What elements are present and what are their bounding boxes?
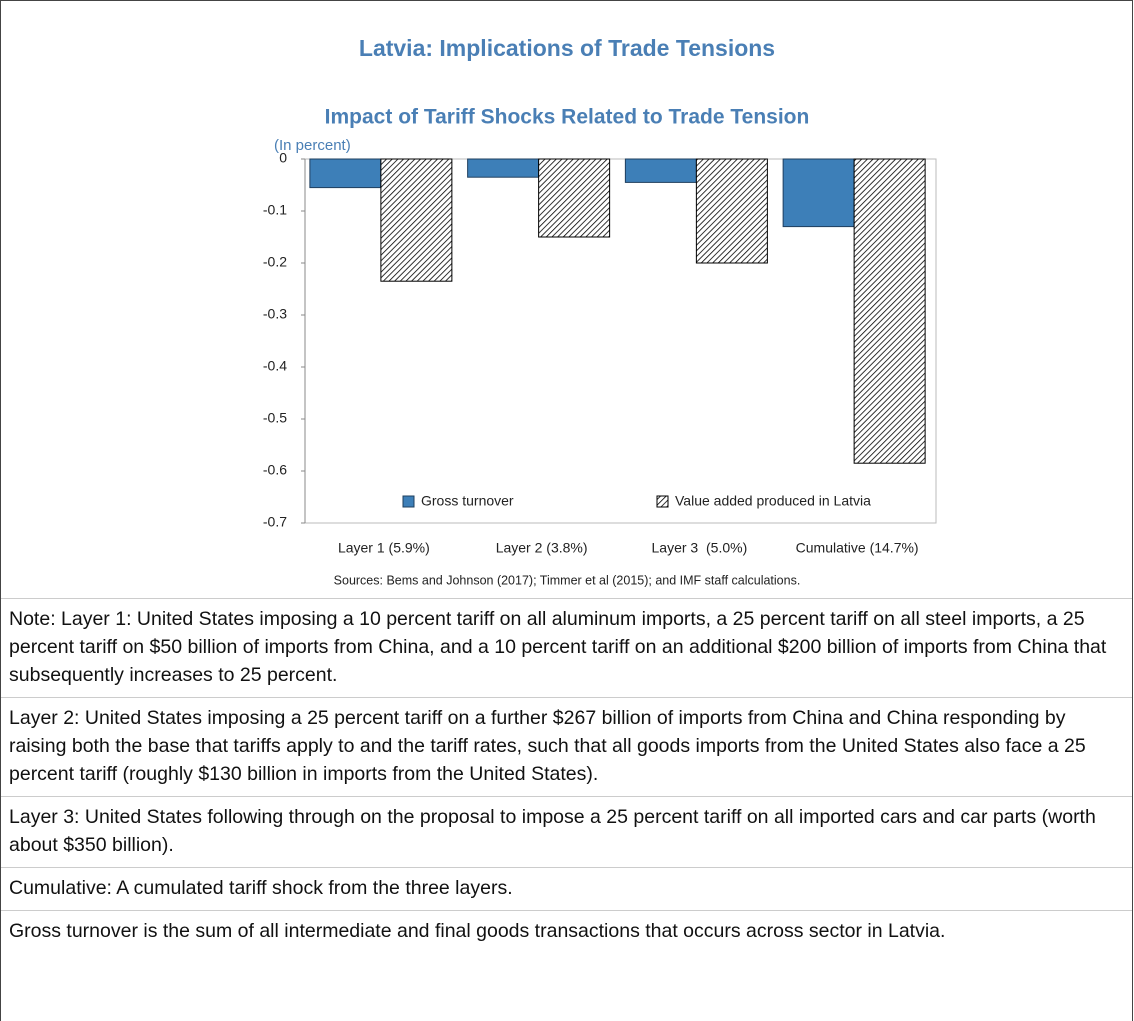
y-tick-label: -0.1	[263, 202, 287, 218]
bar	[624, 158, 697, 183]
y-tick-label: -0.3	[263, 306, 287, 322]
sources: Sources: Bems and Johnson (2017); Timmer…	[334, 573, 801, 587]
note-paragraph: Layer 3: United States following through…	[1, 796, 1132, 867]
note-paragraph: Cumulative: A cumulated tariff shock fro…	[1, 867, 1132, 910]
bar	[853, 158, 926, 464]
bar	[538, 158, 611, 238]
x-tick-label: Cumulative (14.7%)	[796, 540, 919, 556]
y-tick-label: -0.6	[263, 462, 287, 478]
bar	[782, 158, 855, 228]
x-tick-label: Layer 3 (5.0%)	[652, 540, 748, 556]
note-paragraph: Layer 2: United States imposing a 25 per…	[1, 697, 1132, 796]
chart-subtitle: (In percent)	[274, 137, 351, 154]
x-tick-label: Layer 1 (5.9%)	[338, 540, 430, 556]
figure-title: Latvia: Implications of Trade Tensions	[359, 35, 775, 61]
legend-label: Gross turnover	[421, 493, 514, 509]
x-tick-label: Layer 2 (3.8%)	[496, 540, 588, 556]
chart-title: Impact of Tariff Shocks Related to Trade…	[325, 106, 810, 129]
y-tick-label: -0.2	[263, 254, 287, 270]
y-tick-label: -0.5	[263, 410, 287, 426]
y-tick-label: -0.4	[263, 358, 287, 374]
note-paragraph: Note: Layer 1: United States imposing a …	[1, 598, 1132, 697]
chart: Latvia: Implications of Trade Tensions I…	[263, 35, 937, 587]
y-tick-label: 0	[279, 150, 287, 166]
bar	[695, 158, 768, 264]
notes: Note: Layer 1: United States imposing a …	[1, 598, 1132, 953]
bar	[309, 158, 382, 189]
bar	[380, 158, 453, 282]
bar	[467, 158, 540, 178]
legend-swatch	[402, 495, 415, 508]
y-tick-label: -0.7	[263, 514, 287, 530]
legend-swatch	[656, 495, 669, 508]
legend-label: Value added produced in Latvia	[675, 493, 871, 509]
note-paragraph: Gross turnover is the sum of all interme…	[1, 910, 1132, 953]
